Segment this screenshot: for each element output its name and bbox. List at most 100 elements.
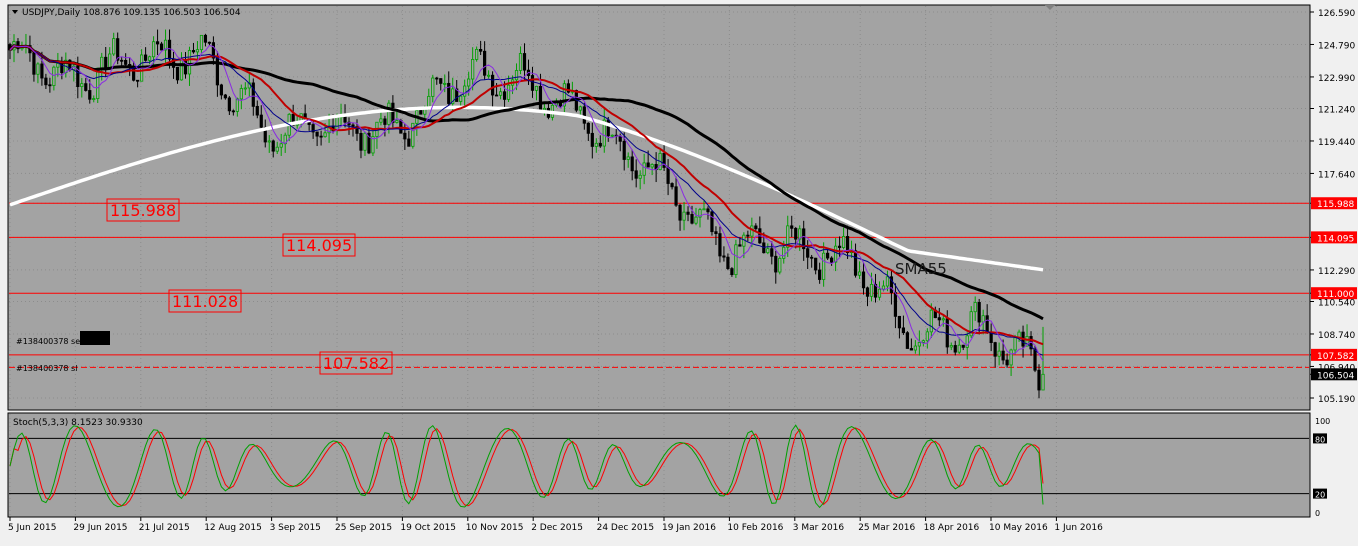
candle-body	[646, 162, 650, 168]
time-tick-label: 25 Mar 2016	[858, 523, 915, 533]
candle-body	[622, 140, 626, 160]
candle-body	[766, 248, 770, 254]
candle-body	[367, 132, 371, 154]
candle-body	[251, 82, 255, 107]
candle-body	[1033, 348, 1037, 371]
stoch-signal-line	[9, 426, 1044, 507]
candle-body	[670, 183, 674, 188]
price-tick-label: 126.590	[1318, 9, 1355, 19]
candle-body	[865, 287, 870, 297]
level-axis-label: 115.988	[1317, 200, 1354, 210]
level-box	[282, 233, 356, 257]
stochastic-pane[interactable]	[7, 412, 1311, 518]
candle-body	[538, 85, 543, 111]
candle-body	[738, 244, 742, 247]
candle-body	[873, 283, 878, 298]
level-box	[106, 198, 180, 222]
price-tick-label: 124.790	[1318, 41, 1355, 51]
stoch-tick-label: 0	[1315, 509, 1320, 518]
candle-body	[187, 50, 192, 75]
chart-shift-icon[interactable]	[1045, 5, 1055, 10]
time-tick-label: 10 Nov 2015	[466, 523, 524, 533]
sell-order-marker	[80, 331, 110, 345]
stoch-level-box	[1313, 488, 1327, 499]
candle-body	[311, 124, 315, 133]
candle-body	[267, 140, 271, 143]
candle-body	[706, 208, 710, 213]
candle-body	[598, 142, 602, 147]
level-label: 111.028	[172, 292, 238, 311]
stoch-main-line	[9, 424, 1044, 509]
time-tick-label: 1 Jun 2016	[1054, 523, 1103, 533]
candle-body	[1025, 336, 1029, 347]
candle-body	[834, 245, 838, 263]
candle-body	[542, 107, 547, 111]
candle-body	[726, 256, 730, 269]
candle-body	[391, 102, 395, 123]
candle-body	[243, 87, 247, 90]
candle-body	[650, 164, 654, 168]
candle-body	[909, 348, 913, 351]
candle-body	[498, 91, 503, 96]
current-price-box	[1311, 368, 1357, 381]
candle-body	[578, 106, 582, 111]
price-pane[interactable]	[7, 4, 1311, 411]
candle-body	[957, 344, 961, 353]
candle-body	[52, 66, 56, 86]
collapse-triangle-icon[interactable]	[12, 10, 18, 14]
level-label: 115.988	[110, 201, 176, 220]
candle-body	[518, 53, 523, 71]
candle-body	[810, 256, 814, 259]
candle-body	[594, 142, 598, 147]
candle-body	[845, 236, 850, 254]
candle-body	[76, 65, 80, 88]
candle-body	[203, 34, 208, 43]
candle-body	[826, 252, 830, 259]
candle-body	[514, 70, 519, 81]
candle-body	[714, 231, 718, 235]
level-axis-label: 111.000	[1317, 290, 1354, 300]
stoch-level-box	[1313, 433, 1327, 444]
candle-body	[638, 174, 642, 179]
level-box	[168, 289, 242, 313]
candle-body	[319, 135, 323, 138]
candle-body	[794, 227, 798, 240]
price-levels: 115.988 114.095 111.028 107.582	[9, 198, 1309, 375]
candle-body	[211, 42, 216, 59]
candle-body	[136, 79, 140, 82]
candle-body	[431, 77, 435, 97]
candle-body	[977, 302, 981, 323]
candle-body	[841, 236, 846, 248]
candle-body	[219, 84, 223, 96]
time-axis: 5 Jun 2015 29 Jun 2015 21 Jul 2015 12 Aug 2…	[8, 517, 1103, 533]
candle-body	[770, 248, 774, 257]
price-tick-label: 110.540	[1318, 299, 1355, 309]
candle-body	[383, 118, 387, 125]
candle-body	[674, 186, 678, 206]
candle-body	[48, 84, 52, 87]
candle-body	[275, 146, 279, 152]
candle-body	[506, 84, 511, 100]
candlesticks	[8, 29, 1045, 399]
sma-purple-line	[9, 44, 1044, 362]
sma-white-line	[9, 105, 1044, 272]
candle-body	[451, 88, 455, 104]
candle-body	[953, 345, 957, 353]
candle-body	[80, 83, 84, 88]
candle-body	[861, 271, 866, 289]
candle-body	[566, 83, 570, 93]
candle-body	[1001, 350, 1005, 361]
candle-body	[562, 83, 566, 107]
candle-body	[610, 134, 614, 137]
candle-body	[1041, 373, 1045, 391]
time-tick-label: 12 Aug 2015	[204, 523, 262, 533]
price-tick-label: 121.240	[1318, 106, 1355, 116]
moving-averages	[8, 44, 1044, 362]
stoch-level-label: 80	[1315, 435, 1325, 444]
candle-body	[969, 311, 973, 337]
candle-body	[411, 122, 415, 147]
stop-loss-label: #138400378 sl	[16, 364, 77, 373]
candle-body	[682, 211, 686, 221]
